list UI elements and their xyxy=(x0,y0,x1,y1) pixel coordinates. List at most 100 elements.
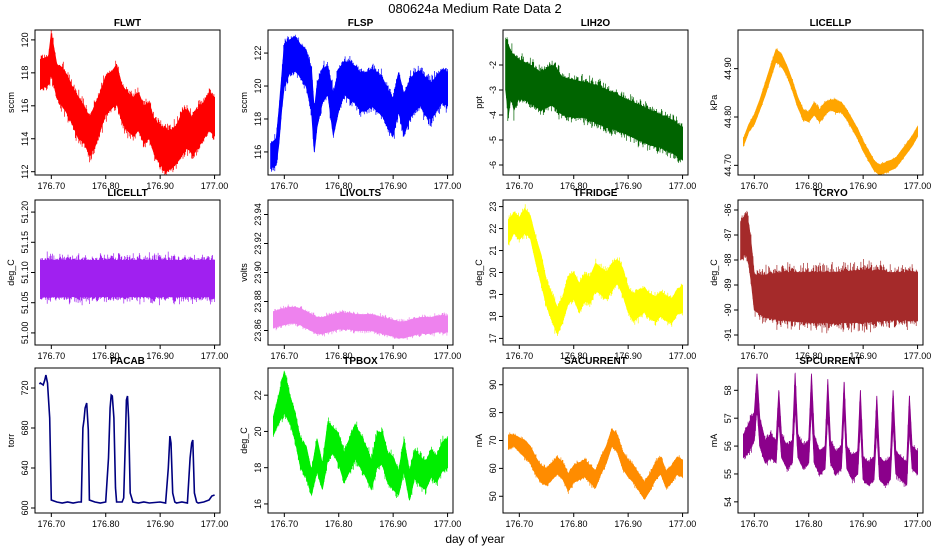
y-tick-label-lih2o: -6 xyxy=(488,161,498,169)
panel-flwt: FLWT 176.70 176.80 176.90 177.00 112 114 116 118… xyxy=(6,18,228,191)
plot-frame-tcryo xyxy=(737,199,924,346)
x-tick-label-sacurrent: 176.70 xyxy=(506,519,534,529)
plot-frame-flsp xyxy=(267,29,454,176)
x-tick-label-lih2o: 177.00 xyxy=(669,181,697,191)
noise-livolts xyxy=(273,304,448,340)
y-tick-label-tfridge: 19 xyxy=(488,289,498,299)
panel-lih2o: LIH2O 176.70 176.80 176.90 177.00 -6 -5 -4 -3 -2 p… xyxy=(474,18,696,191)
x-tick-label-flsp: 176.70 xyxy=(271,181,299,191)
x-tick-label-tfridge: 176.90 xyxy=(614,351,642,361)
plot-frame-sacurrent xyxy=(502,367,689,514)
y-tick-label-tfridge: 23 xyxy=(488,202,498,212)
x-tick-label-lih2o: 176.70 xyxy=(506,181,534,191)
x-tick-label-pacab: 176.90 xyxy=(146,519,174,529)
y-tick-label-licellt: 51.20 xyxy=(20,201,30,224)
series-livolts xyxy=(273,304,448,340)
plot-frame-spcurrent xyxy=(737,367,924,514)
noise-licellp xyxy=(743,48,918,175)
y-tick-label-flsp: 116 xyxy=(253,145,263,159)
y-tick-label-licellt: 51.10 xyxy=(20,261,30,284)
figure-xlabel: day of year xyxy=(445,532,504,546)
x-tick-label-tpbox: 176.70 xyxy=(271,519,299,529)
y-tick-label-sacurrent: 60 xyxy=(488,463,498,473)
y-tick-label-tcryo: -88 xyxy=(723,253,733,266)
y-tick-label-sacurrent: 70 xyxy=(488,435,498,445)
plot-frame-lih2o xyxy=(502,29,689,176)
y-tick-label-tfridge: 22 xyxy=(488,224,498,234)
x-tick-label-sacurrent: 176.90 xyxy=(614,519,642,529)
y-tick-label-pacab: 600 xyxy=(20,500,30,515)
x-tick-label-licellt: 176.70 xyxy=(38,351,66,361)
y-tick-label-livolts: 23.92 xyxy=(253,232,263,255)
panel-title-spcurrent: SPCURRENT xyxy=(799,356,861,367)
x-tick-label-tfridge: 176.80 xyxy=(560,351,588,361)
x-tick-label-spcurrent: 176.80 xyxy=(795,519,823,529)
series-flsp xyxy=(270,34,448,172)
band-licellp xyxy=(743,48,918,175)
plot-frame-licellp xyxy=(737,29,924,176)
x-tick-label-livolts: 177.00 xyxy=(434,351,462,361)
panel-pacab: PACAB 176.70 176.80 176.90 177.00 600 640 680 72… xyxy=(6,356,228,529)
y-tick-label-licellp: 44.90 xyxy=(723,57,733,80)
panel-title-livolts: LIVOLTS xyxy=(340,188,382,199)
x-tick-label-tpbox: 176.90 xyxy=(379,519,407,529)
x-tick-label-licellp: 176.90 xyxy=(849,181,877,191)
x-tick-label-flsp: 177.00 xyxy=(434,181,462,191)
plot-frame-tpbox xyxy=(267,367,454,514)
noise-sacurrent xyxy=(508,428,683,500)
y-tick-label-pacab: 720 xyxy=(20,380,30,395)
series-tpbox xyxy=(273,370,448,501)
panel-tcryo: TCRYO 176.70 176.80 176.90 177.00 -91 -90 -89 -8… xyxy=(709,188,931,361)
y-tick-label-lih2o: -2 xyxy=(488,61,498,69)
x-tick-label-licellt: 177.00 xyxy=(201,351,229,361)
series-licellp xyxy=(743,48,918,175)
x-tick-label-livolts: 176.70 xyxy=(271,351,299,361)
y-tick-label-spcurrent: 57 xyxy=(723,413,733,423)
y-tick-label-lih2o: -3 xyxy=(488,86,498,94)
panel-title-lih2o: LIH2O xyxy=(581,18,611,29)
line-pacab xyxy=(38,374,215,504)
series-tcryo xyxy=(740,210,918,334)
series-lih2o xyxy=(505,37,683,163)
noise-tpbox xyxy=(273,370,448,500)
y-tick-label-flsp: 122 xyxy=(253,46,263,61)
x-tick-label-spcurrent: 177.00 xyxy=(904,519,932,529)
y-tick-label-tfridge: 20 xyxy=(488,267,498,277)
x-tick-label-livolts: 176.80 xyxy=(325,351,353,361)
y-tick-label-licellt: 51.15 xyxy=(20,231,30,254)
panel-title-flsp: FLSP xyxy=(348,18,374,29)
y-tick-label-flsp: 118 xyxy=(253,112,263,126)
y-axis-label-sacurrent: mA xyxy=(474,434,484,448)
y-axis-label-livolts: volts xyxy=(239,263,249,282)
y-tick-label-tcryo: -90 xyxy=(723,303,733,316)
y-tick-label-sacurrent: 90 xyxy=(488,380,498,390)
y-tick-label-tfridge: 18 xyxy=(488,311,498,321)
x-tick-label-licellt: 176.80 xyxy=(92,351,120,361)
panels: FLWT 176.70 176.80 176.90 177.00 112 114 116 118… xyxy=(6,18,931,529)
panel-sacurrent: SACURRENT 176.70 176.80 176.90 177.00 50 60 70 8… xyxy=(474,356,696,529)
band-spcurrent xyxy=(743,373,918,487)
panel-title-tfridge: TFRIDGE xyxy=(574,188,618,199)
x-tick-label-tfridge: 177.00 xyxy=(669,351,697,361)
x-tick-label-pacab: 176.80 xyxy=(92,519,120,529)
series-licellt xyxy=(40,251,215,306)
y-tick-label-tpbox: 22 xyxy=(253,390,263,400)
y-tick-label-flsp: 120 xyxy=(253,79,263,94)
panel-licellp: LICELLP 176.70 176.80 176.90 177.00 44.70 44.8… xyxy=(709,18,931,191)
x-tick-label-sacurrent: 176.80 xyxy=(560,519,588,529)
panel-title-tcryo: TCRYO xyxy=(813,188,848,199)
y-axis-label-tcryo: deg_C xyxy=(709,259,719,286)
series-pacab xyxy=(38,374,215,504)
y-tick-label-lih2o: -4 xyxy=(488,111,498,119)
panel-tpbox: TPBOX 176.70 176.80 176.90 177.00 16 18 20 22 deg… xyxy=(239,356,461,529)
x-tick-label-flwt: 176.90 xyxy=(146,181,174,191)
y-tick-label-spcurrent: 56 xyxy=(723,441,733,451)
noise-licellt xyxy=(40,251,215,306)
x-tick-label-lih2o: 176.90 xyxy=(614,181,642,191)
panel-title-flwt: FLWT xyxy=(114,18,141,29)
y-axis-label-licellt: deg_C xyxy=(6,259,16,286)
y-tick-label-livolts: 23.94 xyxy=(253,203,263,226)
y-tick-label-spcurrent: 58 xyxy=(723,385,733,395)
x-tick-label-flsp: 176.80 xyxy=(325,181,353,191)
